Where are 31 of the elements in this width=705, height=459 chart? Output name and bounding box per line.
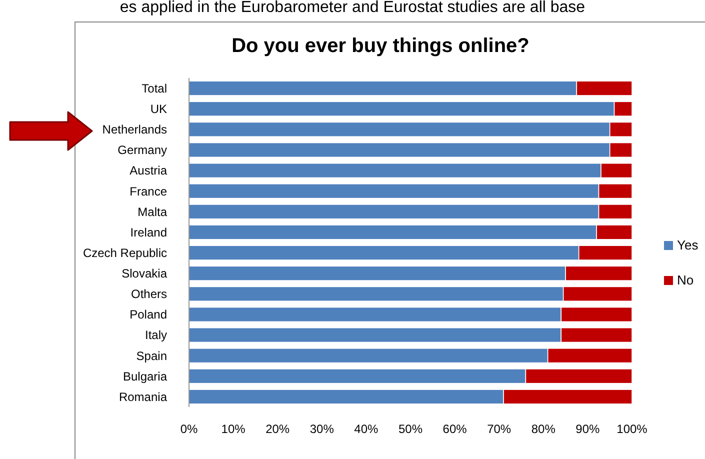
y-tick-label: Netherlands: [102, 122, 167, 137]
y-tick-label: Slovakia: [122, 266, 168, 281]
x-tick-label: 90%: [576, 422, 600, 436]
y-tick-label: Others: [130, 287, 167, 302]
x-tick-label: 40%: [354, 422, 379, 436]
text: Yes: [677, 238, 699, 253]
text: es applied in the Eurobarometer and Eurostat studies are all base: [120, 0, 586, 16]
x-tick-label: 10%: [221, 422, 246, 436]
x-tick-label: 50%: [398, 422, 423, 436]
chart-title: Do you ever buy things online?: [232, 35, 530, 57]
y-tick-label: Total: [142, 81, 167, 96]
y-tick-label: Austria: [130, 164, 168, 178]
y-tick-label: France: [130, 184, 168, 198]
y-tick-label: Spain: [136, 348, 167, 363]
x-tick-label: 0%: [180, 422, 198, 436]
y-tick-label: Poland: [130, 308, 167, 322]
y-tick-label: Czech Republic: [82, 246, 167, 260]
y-tick-label: Germany: [118, 143, 167, 158]
x-tick-label: 80%: [531, 422, 556, 436]
x-tick-label: 100%: [616, 422, 648, 436]
legend-label: No: [677, 272, 694, 288]
x-tick-label: 60%: [442, 422, 468, 436]
y-tick-label: Ireland: [130, 225, 167, 240]
x-tick-label: 70%: [487, 422, 512, 436]
y-tick-label: Romania: [118, 390, 168, 404]
y-tick-label: Malta: [138, 204, 168, 219]
x-tick-label: 30%: [310, 422, 334, 436]
x-tick-label: 20%: [266, 422, 290, 436]
y-tick-label: Bulgaria: [122, 369, 168, 384]
y-tick-label: UK: [150, 102, 167, 116]
y-tick-label: Italy: [144, 328, 167, 342]
